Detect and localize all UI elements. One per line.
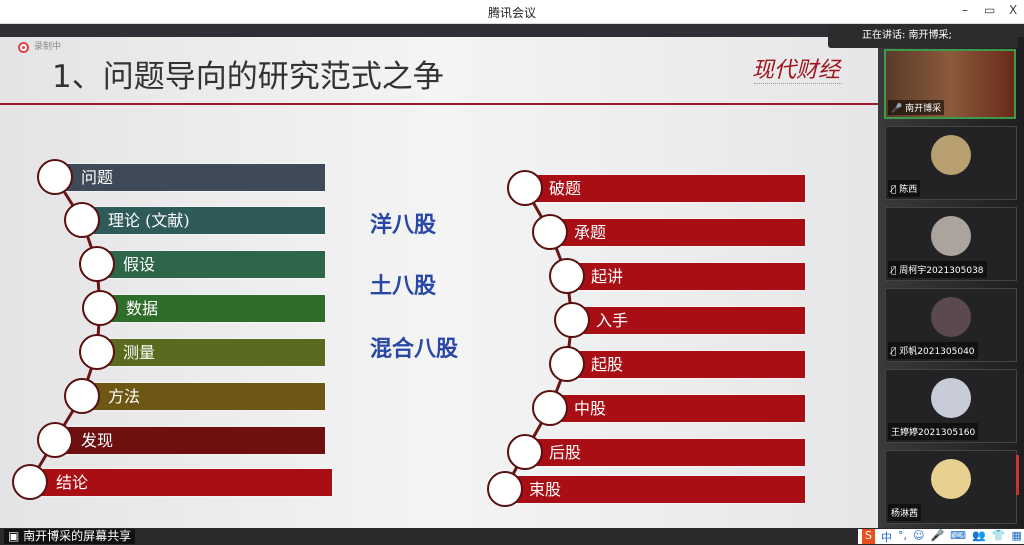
ime-button[interactable]: 👕: [991, 529, 1006, 542]
participant-tile[interactable]: 杨淋茜: [885, 450, 1017, 524]
speaker-video[interactable]: 🎤 南开博采: [884, 49, 1016, 119]
step-bar: 承题: [550, 219, 805, 246]
step-bar: 中股: [550, 395, 805, 422]
ime-button[interactable]: ☺: [912, 529, 925, 542]
step-circle: [79, 246, 115, 282]
middle-label: 混合八股: [370, 336, 459, 362]
step-bar: 数据: [100, 295, 325, 322]
step-circle: [549, 346, 585, 382]
close-button[interactable]: X: [1009, 3, 1018, 17]
middle-label: 洋八股: [370, 212, 437, 238]
participant-scrollbar[interactable]: [1016, 455, 1019, 495]
step-bar: 假设: [97, 251, 325, 278]
avatar: [931, 216, 971, 256]
window-title: 腾讯会议: [487, 6, 536, 20]
ime-toolbar: S 中 °, ☺ 🎤 ⌨ 👥 👕 ▦: [858, 529, 1024, 544]
screen-share-label[interactable]: ▣ 南开博采的屏幕共享: [4, 529, 136, 544]
title-bar: 腾讯会议 – ▭ X: [0, 0, 1024, 24]
step-bar: 问题: [55, 164, 325, 191]
speaking-indicator: 正在讲话: 南开博采;: [828, 24, 1018, 48]
step-bar: 破题: [525, 175, 805, 202]
step-bar: 入手: [572, 307, 805, 334]
participant-name: 邓帆2021305040: [899, 347, 975, 357]
logo-subtitle: [754, 83, 842, 86]
step-circle: [64, 202, 100, 238]
recording-label: 录制中: [34, 42, 62, 52]
step-circle: [79, 334, 115, 370]
step-circle: [554, 302, 590, 338]
avatar: [931, 135, 971, 175]
ime-button[interactable]: ▦: [1011, 529, 1022, 542]
step-circle: [82, 290, 118, 326]
record-icon: [18, 42, 29, 53]
minimize-button[interactable]: –: [962, 3, 968, 17]
restore-button[interactable]: ▭: [984, 3, 996, 17]
step-bar: 测量: [97, 339, 325, 366]
step-bar: 理论 (文献): [82, 207, 325, 234]
participant-name: 王婷婷2021305160: [891, 428, 976, 438]
step-circle: [37, 422, 73, 458]
participant-name: 杨淋茜: [891, 509, 919, 519]
step-circle: [37, 159, 73, 195]
middle-label: 土八股: [370, 273, 437, 299]
participant-tile[interactable]: 王婷婷2021305160: [885, 369, 1017, 443]
step-bar: 束股: [505, 476, 805, 503]
muted-mic-icon: 🎙̸: [891, 185, 900, 195]
bottom-bar: ▣ 南开博采的屏幕共享 S 中 °, ☺ 🎤 ⌨ 👥 👕 ▦: [0, 528, 1024, 545]
step-bar: 方法: [82, 383, 325, 410]
muted-mic-icon: 🎙̸: [891, 266, 900, 276]
avatar: [931, 378, 971, 418]
participant-name: 周柯宇2021305038: [899, 266, 984, 276]
avatar: [931, 297, 971, 337]
step-circle: [532, 214, 568, 250]
avatar: [931, 459, 971, 499]
participant-tile[interactable]: 🎙̸ 周柯宇2021305038: [885, 207, 1017, 281]
ime-button[interactable]: °,: [897, 529, 907, 542]
ime-button[interactable]: 👥: [972, 529, 986, 542]
step-circle: [507, 170, 543, 206]
participant-name: 陈西: [899, 185, 918, 195]
muted-mic-icon: 🎙̸: [891, 347, 900, 357]
step-bar: 起讲: [567, 263, 805, 290]
toolbar-strip: [0, 24, 878, 37]
ime-button[interactable]: S: [862, 529, 875, 544]
participant-tile[interactable]: 🎙̸ 陈西: [885, 126, 1017, 200]
ime-button[interactable]: 🎤: [930, 529, 945, 542]
shared-slide: 录制中 1、问题导向的研究范式之争 现代财经 洋八股 土八股 混合八股 问题理论…: [0, 37, 878, 528]
step-circle: [487, 471, 523, 507]
ime-button[interactable]: 中: [880, 531, 892, 544]
step-bar: 发现: [55, 427, 325, 454]
step-circle: [532, 390, 568, 426]
step-circle: [12, 464, 48, 500]
step-circle: [507, 434, 543, 470]
step-bar: 后股: [525, 439, 805, 466]
step-circle: [549, 258, 585, 294]
title-divider: [0, 103, 878, 105]
share-text: 南开博采的屏幕共享: [23, 529, 132, 543]
step-circle: [64, 378, 100, 414]
slide-title: 1、问题导向的研究范式之争: [52, 59, 444, 95]
speaker-name: 南开博采: [905, 104, 942, 114]
participant-tile[interactable]: 🎙̸ 邓帆2021305040: [885, 288, 1017, 362]
ime-button[interactable]: ⌨: [950, 529, 967, 542]
step-bar: 起股: [567, 351, 805, 378]
share-icon: ▣: [8, 529, 24, 543]
step-bar: 结论: [30, 469, 332, 496]
journal-logo: 现代财经: [752, 58, 841, 83]
mic-icon: 🎤: [891, 104, 906, 114]
